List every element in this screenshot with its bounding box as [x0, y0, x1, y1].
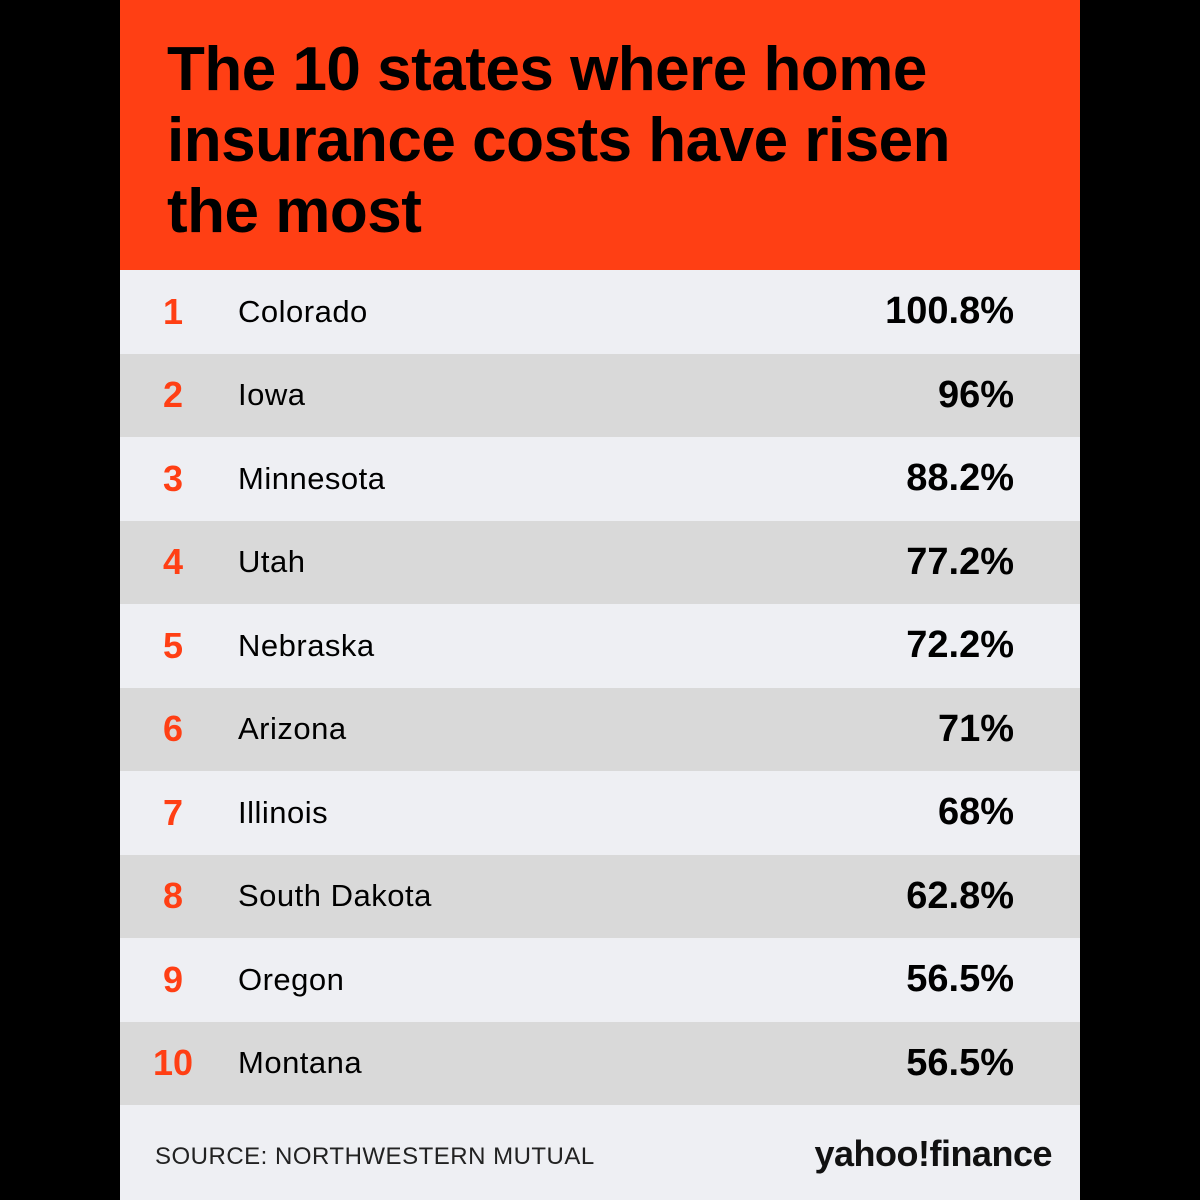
rank-number: 1 [162, 290, 184, 332]
rank-number: 5 [162, 624, 184, 666]
state-name: Oregon [238, 961, 345, 997]
rank-number: 3 [162, 457, 184, 499]
rank-number: 7 [162, 791, 184, 833]
rank-number: 2 [162, 374, 184, 416]
table-row: 2 Iowa 96% [120, 353, 1080, 437]
increase-value: 88.2% [906, 457, 1014, 500]
increase-value: 71% [937, 707, 1014, 750]
state-name: Iowa [238, 377, 306, 413]
rank-number: 4 [162, 541, 184, 583]
title-banner: The 10 states where home insurance costs… [120, 0, 1080, 270]
table-row: 4 Utah 77.2% [120, 520, 1080, 604]
state-name: Nebraska [238, 627, 375, 663]
increase-value: 77.2% [906, 540, 1014, 583]
state-name: Utah [238, 544, 306, 580]
table-row: 3 Minnesota 88.2% [120, 437, 1080, 521]
increase-value: 72.2% [906, 624, 1014, 667]
footer: SOURCE: NORTHWESTERN MUTUAL yahoo!financ… [120, 1105, 1080, 1200]
increase-value: 68% [937, 791, 1014, 834]
table-row: 8 South Dakota 62.8% [120, 854, 1080, 938]
rank-number: 8 [162, 875, 184, 917]
increase-value: 56.5% [906, 1041, 1014, 1084]
table-row: 7 Illinois 68% [120, 771, 1080, 855]
state-name: Minnesota [238, 460, 386, 496]
table-row: 6 Arizona 71% [120, 687, 1080, 771]
state-name: Colorado [238, 293, 368, 329]
rank-number: 9 [162, 958, 184, 1000]
table-row: 10 Montana 56.5% [120, 1021, 1080, 1105]
source-note: SOURCE: NORTHWESTERN MUTUAL [155, 1143, 595, 1170]
table-row: 9 Oregon 56.5% [120, 938, 1080, 1022]
state-name: South Dakota [238, 878, 432, 914]
infographic-card: The 10 states where home insurance costs… [120, 0, 1080, 1200]
increase-value: 96% [937, 373, 1014, 416]
yahoo-finance-logo: yahoo!finance [814, 1133, 1052, 1174]
ranking-table: 1 Colorado 100.8% 2 Iowa 96% 3 Minnesota 88.2% 4 U… [120, 270, 1080, 1105]
state-name: Illinois [238, 794, 329, 830]
chart-title: The 10 states where home insurance costs… [167, 35, 951, 246]
state-name: Montana [238, 1045, 363, 1081]
table-row: 5 Nebraska 72.2% [120, 604, 1080, 688]
increase-value: 100.8% [885, 290, 1014, 333]
increase-value: 56.5% [906, 958, 1014, 1001]
increase-value: 62.8% [906, 874, 1014, 917]
state-name: Arizona [238, 711, 347, 747]
rank-number: 6 [162, 708, 184, 750]
table-row: 1 Colorado 100.8% [120, 270, 1080, 354]
rank-number: 10 [152, 1042, 194, 1084]
